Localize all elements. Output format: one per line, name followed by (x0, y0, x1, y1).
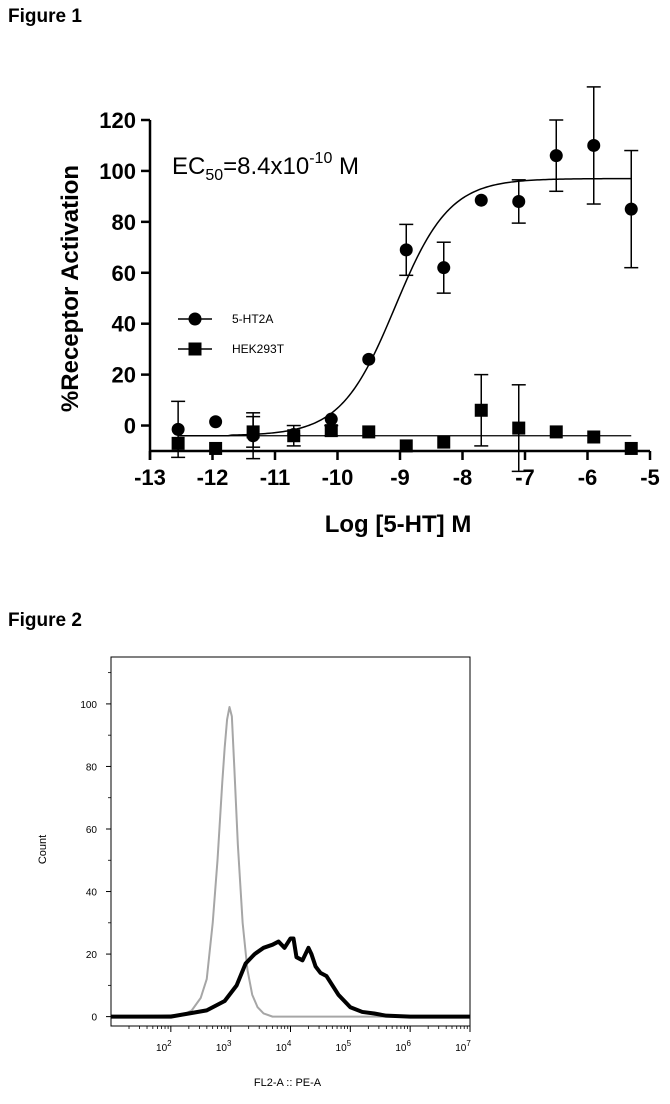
y-tick-label: 40 (86, 888, 98, 899)
x-tick-label: -11 (260, 465, 291, 490)
x-tick-label: -12 (197, 465, 229, 490)
point-5-HT2A (474, 193, 488, 207)
x-tick-label: 104 (276, 1039, 292, 1054)
y-tick-label: 40 (112, 312, 136, 337)
plot-frame (110, 656, 471, 1027)
y-tick-label: 20 (112, 363, 136, 388)
x-tick-label: 105 (336, 1039, 352, 1054)
x-tick-label: 103 (216, 1039, 232, 1054)
x-tick-label: 106 (395, 1039, 411, 1054)
y-tick-label: 120 (99, 108, 136, 133)
point-5-HT2A (399, 243, 413, 257)
y-tick-label: 80 (112, 210, 136, 235)
point-HEK293T (549, 425, 563, 439)
point-HEK293T (512, 421, 526, 435)
x-tick-label: 107 (455, 1039, 471, 1054)
y-tick-label: 100 (99, 159, 136, 184)
y-tick-label: 20 (86, 950, 98, 961)
y-tick-label: 100 (80, 700, 97, 711)
y-tick-label: 0 (124, 414, 136, 439)
legend-label: 5-HT2A (232, 312, 273, 326)
point-HEK293T (324, 424, 338, 438)
point-5-HT2A (246, 429, 260, 443)
point-HEK293T (399, 439, 413, 453)
point-5-HT2A (287, 427, 301, 441)
x-tick-label: 102 (156, 1039, 172, 1054)
x-tick-label: -10 (322, 465, 354, 490)
histogram-control-curve (110, 706, 470, 1018)
point-HEK293T (362, 425, 376, 439)
legend-label: HEK293T (232, 342, 285, 356)
y-axis-label: Count (37, 835, 49, 864)
x-tick-label: -8 (453, 465, 473, 490)
point-5-HT2A (362, 352, 376, 366)
legend-marker-circle (188, 312, 202, 326)
x-tick-label: -6 (578, 465, 598, 490)
point-HEK293T (209, 441, 223, 455)
x-axis-label: FL2-A :: PE-A (254, 1077, 322, 1089)
x-tick-label: -5 (640, 465, 660, 490)
point-HEK293T (437, 435, 451, 449)
point-HEK293T (587, 430, 601, 444)
point-HEK293T (171, 436, 185, 450)
y-tick-label: 60 (86, 825, 98, 836)
point-5-HT2A (437, 261, 451, 275)
dose-response-chart: -13 -12 -11 -10 -9 -8 -7 -6 -5020406080100120Log… (57, 86, 660, 538)
point-HEK293T (474, 403, 488, 417)
point-5-HT2A (624, 202, 638, 216)
legend-marker-square (188, 342, 202, 356)
figure-2-label: Figure 2 (8, 610, 82, 631)
histogram-stained-curve (111, 936, 470, 1019)
point-5-HT2A (324, 412, 338, 426)
y-tick-label: 80 (86, 762, 98, 773)
ec50-annotation: EC50=8.4x10-10 M (172, 150, 359, 184)
point-5-HT2A (587, 138, 601, 152)
x-tick-label: -13 (134, 465, 166, 490)
y-tick-label: 60 (112, 261, 136, 286)
y-tick-label: 0 (91, 1013, 97, 1024)
point-5-HT2A (549, 149, 563, 163)
point-5-HT2A (512, 194, 526, 208)
point-5-HT2A (171, 422, 185, 436)
point-HEK293T (624, 441, 638, 455)
x-axis-label: Log [5-HT] M (325, 511, 472, 538)
figure-1-label: Figure 1 (8, 6, 82, 27)
x-tick-label: -9 (390, 465, 410, 490)
point-5-HT2A (209, 415, 223, 429)
y-axis-label: %Receptor Activation (57, 165, 84, 412)
